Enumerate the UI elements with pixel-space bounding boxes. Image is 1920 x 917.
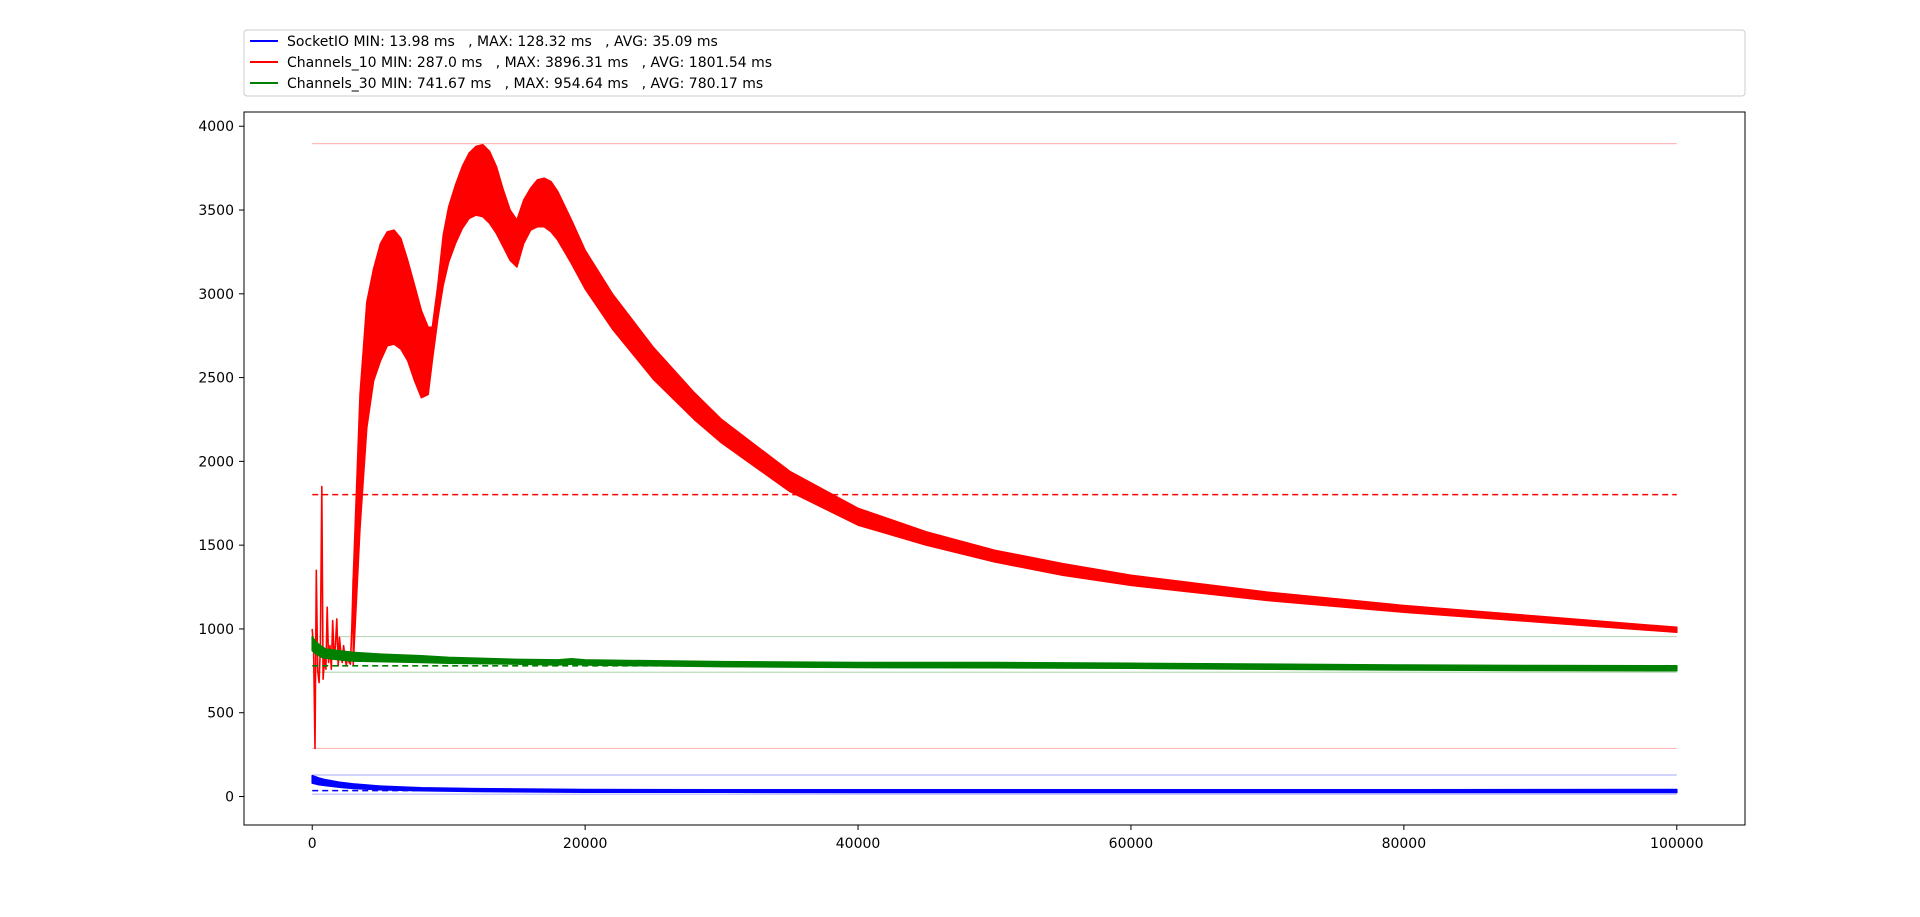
- socketio-legend-label: SocketIO MIN: 13.98 ms , MAX: 128.32 ms …: [287, 34, 718, 50]
- x-tick-label: 80000: [1382, 836, 1427, 852]
- x-tick-label: 100000: [1650, 836, 1703, 852]
- legend-box: [243, 29, 1746, 97]
- axes: 0 20000 40000 60000 80000 100000 0 500 1000 1500 2…: [198, 119, 1703, 852]
- socketio-series-band: [311, 774, 1678, 794]
- plot-layer: [311, 143, 1678, 795]
- channels-10-legend-label: Channels_10 MIN: 287.0 ms , MAX: 3896.31…: [287, 55, 772, 71]
- y-tick-label: 500: [207, 706, 234, 722]
- channels-10-series-band: [352, 143, 1678, 667]
- y-tick-label: 3500: [198, 203, 234, 219]
- plot-frame: [243, 111, 1746, 826]
- y-tick-label: 1500: [198, 538, 234, 554]
- y-tick-label: 0: [225, 790, 234, 806]
- x-tick-label: 40000: [836, 836, 881, 852]
- y-tick-label: 3000: [198, 287, 234, 303]
- channels-30-legend-label: Channels_30 MIN: 741.67 ms , MAX: 954.64…: [287, 76, 763, 92]
- legend: SocketIO MIN: 13.98 ms , MAX: 128.32 ms …: [243, 29, 1746, 97]
- y-tick-label: 1000: [198, 622, 234, 638]
- x-tick-label: 0: [308, 836, 317, 852]
- channels-30-series-band: [311, 635, 1678, 672]
- y-tick-label: 2500: [198, 371, 234, 387]
- y-tick-label: 2000: [198, 454, 234, 470]
- x-tick-label: 20000: [563, 836, 608, 852]
- y-tick-label: 4000: [198, 119, 234, 135]
- x-tick-label: 60000: [1109, 836, 1154, 852]
- channels-10-series-early: [311, 485, 354, 750]
